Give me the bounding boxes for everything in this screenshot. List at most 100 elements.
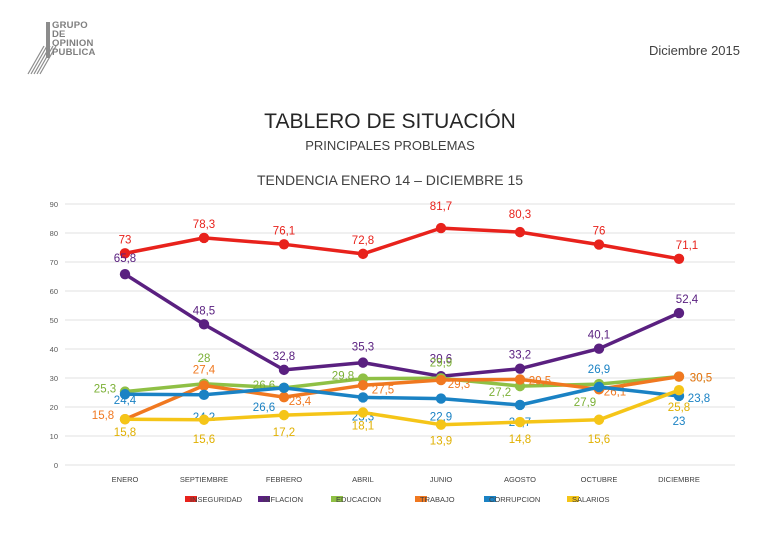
data-point-corrupcion (514, 399, 526, 411)
data-point-corrupcion (119, 389, 131, 400)
legend-swatch-educacion (331, 496, 343, 502)
data-label-salarios: 15,8 (114, 427, 136, 439)
data-point-corrupcion (278, 382, 290, 394)
data-label-inflacion: 65,8 (114, 253, 136, 265)
data-point-inseguridad (673, 253, 685, 265)
logo-text: GRUPO DE OPINION PUBLICA (52, 20, 96, 58)
data-point-inseguridad (278, 239, 290, 250)
legend-swatch-corrupcion (484, 496, 496, 502)
data-label-educacion: 27,2 (489, 387, 511, 399)
data-label-trabajo: 15,8 (92, 410, 114, 422)
data-label-salarios: 14,8 (509, 434, 531, 446)
x-tick-label-octubre: OCTUBRE (581, 475, 618, 484)
data-label-inseguridad: 76 (593, 226, 606, 238)
data-point-inseguridad (198, 232, 210, 244)
chart-title: TENDENCIA ENERO 14 – DICIEMBRE 15 (256, 172, 524, 188)
series-line-inflacion (123, 272, 681, 379)
legend-swatch-trabajo (415, 496, 427, 502)
x-tick-label-febrero: FEBRERO (266, 475, 302, 484)
data-point-salarios (119, 413, 131, 425)
logo (18, 16, 118, 76)
data-point-salarios (514, 416, 526, 428)
data-point-corrupcion (357, 392, 369, 403)
data-point-corrupcion (435, 393, 447, 404)
data-label-extra: 23 (673, 416, 686, 428)
data-label-corrupcion: 22,9 (430, 412, 452, 424)
logo-line-1: GRUPO (52, 20, 88, 31)
data-label-inflacion: 35,3 (352, 342, 374, 354)
data-point-salarios (435, 419, 447, 430)
series-line-corrupcion (123, 385, 681, 407)
y-tick-label: 50 (50, 316, 58, 325)
data-point-salarios (198, 414, 210, 425)
data-label-salarios: 25,8 (668, 402, 690, 414)
data-label-educacion: 29,8 (332, 371, 354, 383)
data-point-inflacion (593, 343, 605, 354)
x-tick-label-agosto: AGOSTO (504, 475, 536, 484)
data-label-salarios: 15,6 (193, 434, 215, 446)
legend-label-inflacion: INFLACION (263, 495, 303, 504)
data-label-educacion: 29,9 (430, 357, 452, 369)
y-tick-label: 90 (50, 200, 58, 209)
logo-line-2: DE (52, 29, 66, 40)
data-label-trabajo: 27,5 (372, 384, 394, 396)
data-point-inflacion (357, 357, 369, 368)
legend-label-inseguridad: INSEGURIDAD (190, 495, 243, 504)
data-label-corrupcion: 23,8 (688, 393, 710, 405)
data-label-educacion: 30,5 (690, 373, 712, 385)
y-tick-label: 40 (50, 345, 58, 354)
legend-label-corrupcion: CORRUPCION (489, 495, 540, 504)
data-label-inflacion: 52,4 (676, 294, 699, 306)
data-point-corrupcion (593, 381, 605, 393)
data-label-trabajo: 27,4 (193, 365, 216, 377)
legend-swatch-salarios (567, 496, 579, 502)
series-line-inseguridad (123, 226, 681, 261)
data-label-inflacion: 40,1 (588, 330, 610, 342)
data-label-inflacion: 30,6 (430, 353, 452, 365)
logo-mark-icon (27, 22, 57, 75)
data-label-inseguridad: 73 (119, 234, 132, 246)
data-point-corrupcion (198, 389, 210, 401)
x-tick-label-abril: ABRIL (352, 475, 374, 484)
data-point-salarios (357, 407, 369, 418)
data-point-inflacion (673, 307, 685, 319)
data-label-inseguridad: 78,3 (193, 219, 215, 231)
legend-swatch-inseguridad (185, 496, 197, 502)
data-point-trabajo (673, 371, 685, 382)
data-label-trabajo: 23,4 (289, 396, 312, 408)
data-label-inflacion: 48,5 (193, 305, 215, 317)
legend-label-salarios: SALARIOS (572, 495, 610, 504)
data-point-inseguridad (514, 226, 526, 238)
data-label-educacion: 27,9 (574, 397, 596, 409)
data-label-salarios: 13,9 (430, 436, 452, 448)
data-point-salarios (673, 384, 685, 396)
y-tick-label: 10 (50, 432, 58, 441)
data-point-inseguridad (593, 239, 605, 250)
data-label-inflacion: 32,8 (273, 351, 295, 363)
data-label-salarios: 18,1 (352, 421, 374, 433)
y-tick-label: 20 (50, 403, 58, 412)
logo-line-4: PUBLICA (52, 47, 96, 58)
y-tick-label: 70 (50, 258, 58, 267)
data-label-educacion: 28 (198, 353, 211, 365)
data-point-trabajo (435, 374, 447, 386)
data-point-inflacion (198, 319, 210, 330)
data-point-inseguridad (119, 248, 131, 259)
legend-swatch-inflacion (258, 496, 270, 502)
data-point-inflacion (119, 268, 131, 280)
data-point-inflacion (514, 363, 526, 374)
data-label-salarios: 17,2 (273, 427, 295, 439)
data-label-corrupcion: 24,4 (114, 395, 137, 407)
data-label-trabajo: 29,3 (448, 379, 470, 391)
data-label-salarios: 15,6 (588, 434, 610, 446)
data-point-inflacion (278, 364, 290, 376)
x-tick-label-junio: JUNIO (430, 475, 453, 484)
data-label-inseguridad: 80,3 (509, 209, 531, 221)
data-point-trabajo (278, 391, 290, 403)
legend-label-trabajo: TRABAJO (420, 495, 455, 504)
y-tick-label: 30 (50, 374, 58, 383)
data-label-inflacion: 33,2 (509, 350, 531, 362)
data-label-inseguridad: 76,1 (273, 225, 295, 237)
series-line-educacion (123, 374, 681, 394)
